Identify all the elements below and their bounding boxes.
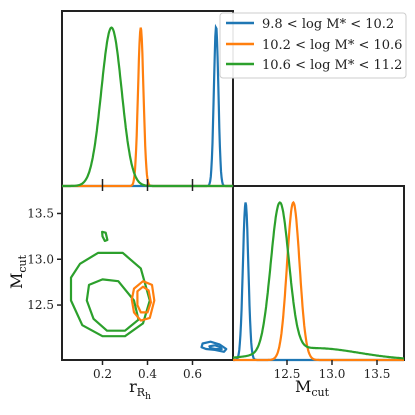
legend-entry-1: 10.2 < log M* < 10.6 <box>262 38 402 53</box>
r-marginal-curve-1 <box>62 27 233 188</box>
r-marginal-curve-0 <box>62 23 233 188</box>
contour-series-0-ring-1 <box>208 344 223 351</box>
mcut-marginal-curve-1 <box>233 200 404 362</box>
contour-series-2-ring-1 <box>85 278 140 332</box>
joint-x-tick-label-2: 0.6 <box>183 367 202 381</box>
joint-y-tick-label-0: 12.5 <box>27 298 54 312</box>
mcut-x-tick-label-0: 12.5 <box>274 367 301 381</box>
panel-r-marginal-frame <box>61 10 234 187</box>
contour-series-0-ring-0 <box>200 340 228 353</box>
mcut-x-tick-label-2: 13.5 <box>364 367 391 381</box>
y-axis-label-mcut: Mcut <box>7 254 29 289</box>
legend: 9.8 < log M* < 10.2 10.2 < log M* < 10.6… <box>219 12 407 79</box>
joint-y-tick-label-2: 13.5 <box>27 206 54 220</box>
ticks-layer: 0.2 0.4 0.6 12.5 13.0 13.5 12.5 13.0 13.5 <box>27 179 390 381</box>
contour-series-1-ring-0 <box>130 280 156 322</box>
joint-y-tick-label-1: 13.0 <box>27 252 54 266</box>
curves-layer <box>62 23 404 362</box>
mcut-marginal-curve-2 <box>233 201 404 360</box>
joint-x-tick-label-1: 0.4 <box>138 367 157 381</box>
legend-entry-0: 9.8 < log M* < 10.2 <box>262 17 394 32</box>
mcut-x-tick-label-1: 13.0 <box>319 367 346 381</box>
panel-joint-frame <box>61 185 234 361</box>
contour-series-2-ring-2 <box>100 230 109 242</box>
joint-x-tick-label-0: 0.2 <box>93 367 112 381</box>
r-marginal-curve-2 <box>62 26 233 188</box>
contour-series-2-ring-0 <box>69 251 151 338</box>
mcut-marginal-curve-0 <box>233 202 404 362</box>
legend-entry-2: 10.6 < log M* < 11.2 <box>262 58 402 73</box>
legend-box <box>219 12 407 79</box>
panel-mcut-marginal-frame <box>232 185 405 361</box>
contour-series-1-ring-1 <box>136 285 152 314</box>
